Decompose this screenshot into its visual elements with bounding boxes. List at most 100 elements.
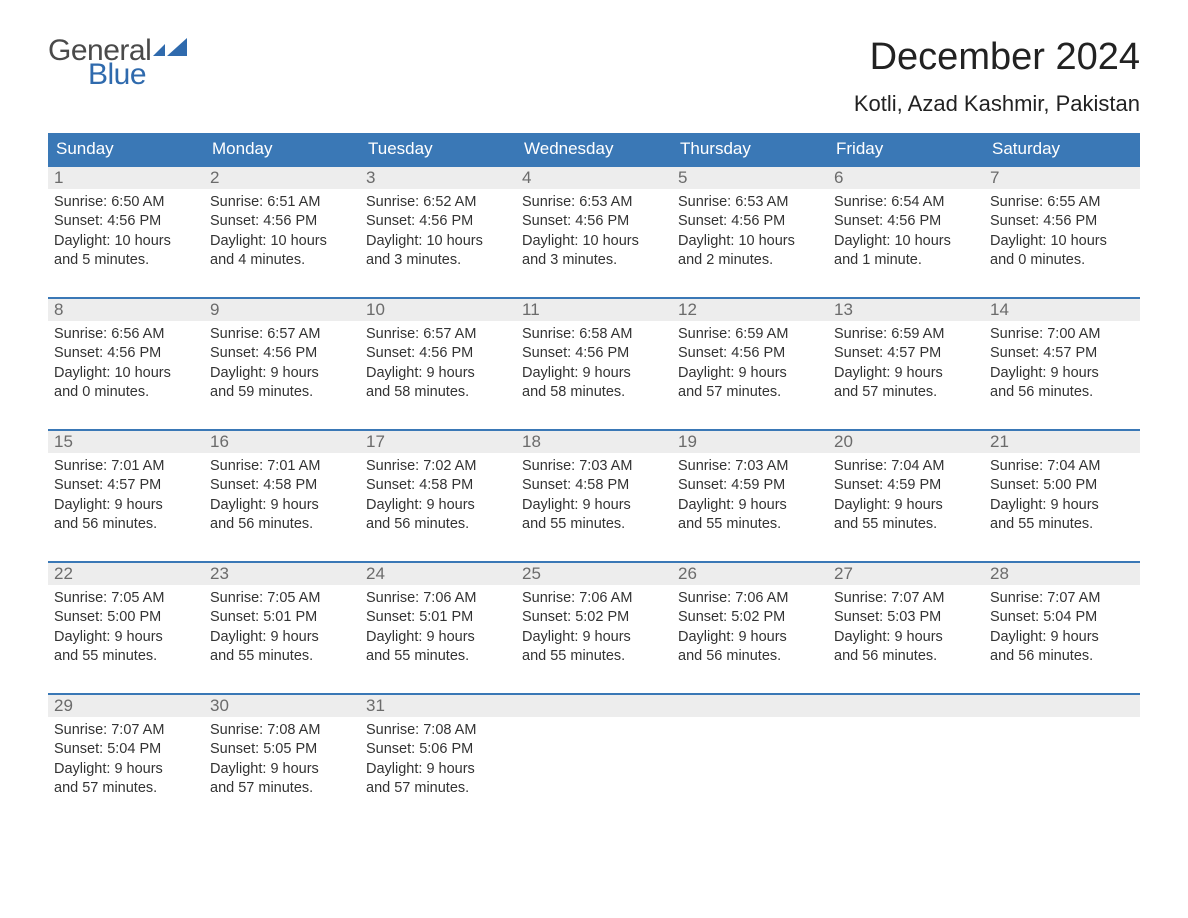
day-body: Sunrise: 7:07 AMSunset: 5:03 PMDaylight:… bbox=[828, 585, 984, 669]
day-number: 5 bbox=[672, 167, 828, 189]
day-cell: 20Sunrise: 7:04 AMSunset: 4:59 PMDayligh… bbox=[828, 431, 984, 547]
month-title: December 2024 bbox=[854, 36, 1140, 79]
day-body: Sunrise: 7:04 AMSunset: 5:00 PMDaylight:… bbox=[984, 453, 1140, 537]
day-body: Sunrise: 6:50 AMSunset: 4:56 PMDaylight:… bbox=[48, 189, 204, 273]
day-cell: 29Sunrise: 7:07 AMSunset: 5:04 PMDayligh… bbox=[48, 695, 204, 811]
day-body: Sunrise: 7:08 AMSunset: 5:05 PMDaylight:… bbox=[204, 717, 360, 801]
day-number: 14 bbox=[984, 299, 1140, 321]
day-body: Sunrise: 6:53 AMSunset: 4:56 PMDaylight:… bbox=[672, 189, 828, 273]
day-cell: 21Sunrise: 7:04 AMSunset: 5:00 PMDayligh… bbox=[984, 431, 1140, 547]
day-number: 19 bbox=[672, 431, 828, 453]
day-cell: 13Sunrise: 6:59 AMSunset: 4:57 PMDayligh… bbox=[828, 299, 984, 415]
day-number: 15 bbox=[48, 431, 204, 453]
day-cell: 12Sunrise: 6:59 AMSunset: 4:56 PMDayligh… bbox=[672, 299, 828, 415]
day-number: 22 bbox=[48, 563, 204, 585]
dow-cell: Wednesday bbox=[516, 133, 672, 165]
dow-cell: Saturday bbox=[984, 133, 1140, 165]
day-number: 26 bbox=[672, 563, 828, 585]
day-body: Sunrise: 7:03 AMSunset: 4:59 PMDaylight:… bbox=[672, 453, 828, 537]
day-cell: 15Sunrise: 7:01 AMSunset: 4:57 PMDayligh… bbox=[48, 431, 204, 547]
day-cell: 23Sunrise: 7:05 AMSunset: 5:01 PMDayligh… bbox=[204, 563, 360, 679]
day-number: 13 bbox=[828, 299, 984, 321]
day-cell: 27Sunrise: 7:07 AMSunset: 5:03 PMDayligh… bbox=[828, 563, 984, 679]
day-body: Sunrise: 7:01 AMSunset: 4:58 PMDaylight:… bbox=[204, 453, 360, 537]
dow-cell: Tuesday bbox=[360, 133, 516, 165]
day-body: Sunrise: 7:08 AMSunset: 5:06 PMDaylight:… bbox=[360, 717, 516, 801]
day-body: Sunrise: 6:56 AMSunset: 4:56 PMDaylight:… bbox=[48, 321, 204, 405]
day-body: Sunrise: 7:07 AMSunset: 5:04 PMDaylight:… bbox=[48, 717, 204, 801]
day-body: Sunrise: 6:59 AMSunset: 4:56 PMDaylight:… bbox=[672, 321, 828, 405]
dow-cell: Thursday bbox=[672, 133, 828, 165]
day-number bbox=[984, 695, 1140, 717]
day-number: 30 bbox=[204, 695, 360, 717]
day-cell: 31Sunrise: 7:08 AMSunset: 5:06 PMDayligh… bbox=[360, 695, 516, 811]
brand-logo: General Blue bbox=[48, 36, 195, 90]
day-number: 29 bbox=[48, 695, 204, 717]
location-subtitle: Kotli, Azad Kashmir, Pakistan bbox=[854, 91, 1140, 117]
day-body: Sunrise: 6:59 AMSunset: 4:57 PMDaylight:… bbox=[828, 321, 984, 405]
day-number: 3 bbox=[360, 167, 516, 189]
day-cell: 30Sunrise: 7:08 AMSunset: 5:05 PMDayligh… bbox=[204, 695, 360, 811]
day-number: 11 bbox=[516, 299, 672, 321]
day-number: 6 bbox=[828, 167, 984, 189]
day-body: Sunrise: 6:58 AMSunset: 4:56 PMDaylight:… bbox=[516, 321, 672, 405]
day-number: 18 bbox=[516, 431, 672, 453]
day-cell: 9Sunrise: 6:57 AMSunset: 4:56 PMDaylight… bbox=[204, 299, 360, 415]
day-number: 12 bbox=[672, 299, 828, 321]
dow-cell: Sunday bbox=[48, 133, 204, 165]
week-row: 1Sunrise: 6:50 AMSunset: 4:56 PMDaylight… bbox=[48, 165, 1140, 283]
day-cell: 3Sunrise: 6:52 AMSunset: 4:56 PMDaylight… bbox=[360, 167, 516, 283]
day-cell: 19Sunrise: 7:03 AMSunset: 4:59 PMDayligh… bbox=[672, 431, 828, 547]
day-cell: 1Sunrise: 6:50 AMSunset: 4:56 PMDaylight… bbox=[48, 167, 204, 283]
day-number: 20 bbox=[828, 431, 984, 453]
day-body: Sunrise: 7:03 AMSunset: 4:58 PMDaylight:… bbox=[516, 453, 672, 537]
day-body: Sunrise: 7:06 AMSunset: 5:02 PMDaylight:… bbox=[672, 585, 828, 669]
day-body: Sunrise: 6:55 AMSunset: 4:56 PMDaylight:… bbox=[984, 189, 1140, 273]
day-cell: 4Sunrise: 6:53 AMSunset: 4:56 PMDaylight… bbox=[516, 167, 672, 283]
day-number: 31 bbox=[360, 695, 516, 717]
day-cell: 24Sunrise: 7:06 AMSunset: 5:01 PMDayligh… bbox=[360, 563, 516, 679]
dow-cell: Friday bbox=[828, 133, 984, 165]
day-body: Sunrise: 7:05 AMSunset: 5:00 PMDaylight:… bbox=[48, 585, 204, 669]
day-number: 24 bbox=[360, 563, 516, 585]
day-number bbox=[516, 695, 672, 717]
week-row: 8Sunrise: 6:56 AMSunset: 4:56 PMDaylight… bbox=[48, 297, 1140, 415]
day-number: 23 bbox=[204, 563, 360, 585]
day-body: Sunrise: 7:05 AMSunset: 5:01 PMDaylight:… bbox=[204, 585, 360, 669]
day-cell: 11Sunrise: 6:58 AMSunset: 4:56 PMDayligh… bbox=[516, 299, 672, 415]
header: General Blue December 2024 Kotli, Azad K… bbox=[48, 36, 1140, 129]
day-body: Sunrise: 7:06 AMSunset: 5:02 PMDaylight:… bbox=[516, 585, 672, 669]
day-number bbox=[828, 695, 984, 717]
dow-cell: Monday bbox=[204, 133, 360, 165]
day-number: 7 bbox=[984, 167, 1140, 189]
week-row: 22Sunrise: 7:05 AMSunset: 5:00 PMDayligh… bbox=[48, 561, 1140, 679]
day-number: 28 bbox=[984, 563, 1140, 585]
day-cell: 16Sunrise: 7:01 AMSunset: 4:58 PMDayligh… bbox=[204, 431, 360, 547]
day-cell: 25Sunrise: 7:06 AMSunset: 5:02 PMDayligh… bbox=[516, 563, 672, 679]
day-cell: 22Sunrise: 7:05 AMSunset: 5:00 PMDayligh… bbox=[48, 563, 204, 679]
day-body: Sunrise: 7:01 AMSunset: 4:57 PMDaylight:… bbox=[48, 453, 204, 537]
day-number: 16 bbox=[204, 431, 360, 453]
day-body: Sunrise: 7:07 AMSunset: 5:04 PMDaylight:… bbox=[984, 585, 1140, 669]
day-number bbox=[672, 695, 828, 717]
title-block: December 2024 Kotli, Azad Kashmir, Pakis… bbox=[854, 36, 1140, 129]
day-number: 25 bbox=[516, 563, 672, 585]
weeks-container: 1Sunrise: 6:50 AMSunset: 4:56 PMDaylight… bbox=[48, 165, 1140, 811]
day-number: 17 bbox=[360, 431, 516, 453]
day-cell: 5Sunrise: 6:53 AMSunset: 4:56 PMDaylight… bbox=[672, 167, 828, 283]
day-cell bbox=[984, 695, 1140, 811]
day-number: 4 bbox=[516, 167, 672, 189]
day-body: Sunrise: 7:04 AMSunset: 4:59 PMDaylight:… bbox=[828, 453, 984, 537]
calendar-grid: SundayMondayTuesdayWednesdayThursdayFrid… bbox=[48, 133, 1140, 811]
day-of-week-header: SundayMondayTuesdayWednesdayThursdayFrid… bbox=[48, 133, 1140, 165]
day-cell: 7Sunrise: 6:55 AMSunset: 4:56 PMDaylight… bbox=[984, 167, 1140, 283]
day-body: Sunrise: 6:57 AMSunset: 4:56 PMDaylight:… bbox=[204, 321, 360, 405]
brand-word2: Blue bbox=[88, 60, 195, 90]
day-cell: 28Sunrise: 7:07 AMSunset: 5:04 PMDayligh… bbox=[984, 563, 1140, 679]
day-cell bbox=[828, 695, 984, 811]
day-body: Sunrise: 7:00 AMSunset: 4:57 PMDaylight:… bbox=[984, 321, 1140, 405]
day-number: 27 bbox=[828, 563, 984, 585]
day-number: 2 bbox=[204, 167, 360, 189]
week-row: 29Sunrise: 7:07 AMSunset: 5:04 PMDayligh… bbox=[48, 693, 1140, 811]
day-cell bbox=[516, 695, 672, 811]
